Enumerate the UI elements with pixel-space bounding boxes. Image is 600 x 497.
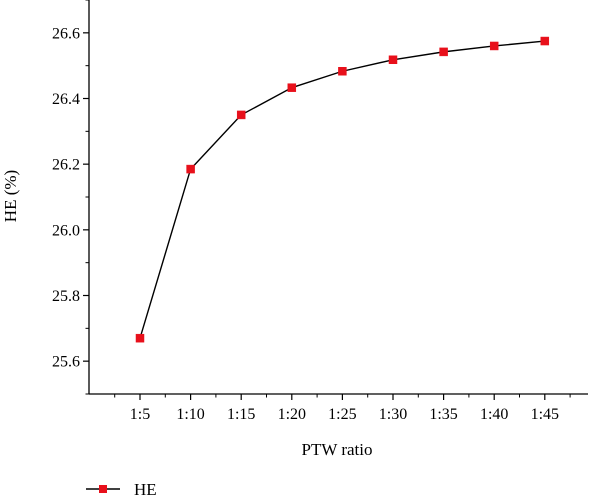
x-axis-title: PTW ratio xyxy=(302,440,373,459)
x-tick-label: 1:20 xyxy=(278,406,306,423)
data-point xyxy=(135,333,145,343)
legend-label: HE xyxy=(134,480,157,497)
y-tick-label: 25.6 xyxy=(52,354,80,371)
y-tick-label: 26.4 xyxy=(52,91,80,108)
data-point xyxy=(489,41,499,51)
x-tick-label: 1:30 xyxy=(379,406,407,423)
x-tick-label: 1:40 xyxy=(480,406,508,423)
data-point xyxy=(287,83,297,92)
y-tick-label: 26.0 xyxy=(52,222,80,239)
data-point xyxy=(236,110,246,120)
x-tick-label: 1:35 xyxy=(429,406,457,423)
legend: HE xyxy=(86,480,157,497)
data-point xyxy=(439,47,448,57)
plot-area: 25.6 25.8 26.0 26.2 26.4 26.6 1:5 1:10 1:15 1:20 1… xyxy=(52,0,588,423)
legend-marker xyxy=(99,485,107,493)
y-tick-label: 25.8 xyxy=(52,288,80,305)
y-tick-label: 26.2 xyxy=(52,157,80,174)
y-axis-title: HE (%) xyxy=(1,170,20,222)
data-point xyxy=(540,36,550,46)
x-tick-label: 1:10 xyxy=(176,406,204,423)
data-point xyxy=(186,164,195,174)
x-tick-label: 1:5 xyxy=(130,406,150,423)
x-tick-label: 1:25 xyxy=(328,406,356,423)
series-line xyxy=(139,40,545,339)
data-point xyxy=(338,66,347,76)
y-tick-label: 26.6 xyxy=(52,25,80,42)
data-point xyxy=(388,55,398,65)
x-tick-label: 1:15 xyxy=(227,406,255,423)
x-tick-label: 1:45 xyxy=(531,406,559,423)
